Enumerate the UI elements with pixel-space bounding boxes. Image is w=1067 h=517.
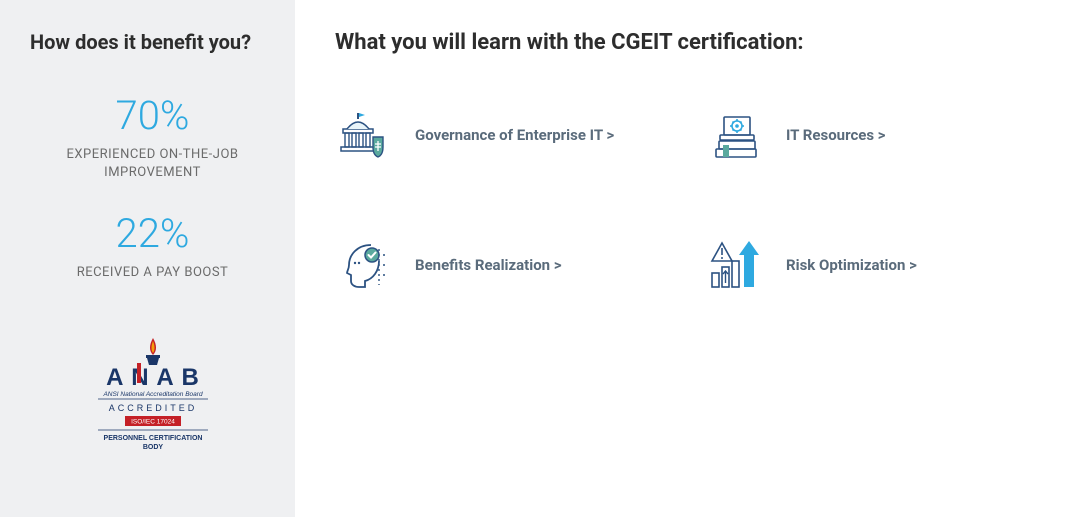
card-benefits[interactable]: Benefits Realization >: [335, 235, 666, 295]
stat-improvement: 70% EXPERIENCED ON-THE-JOB IMPROVEMENT: [30, 94, 275, 182]
svg-text:ACCREDITED: ACCREDITED: [108, 403, 197, 413]
card-label: Benefits Realization >: [415, 256, 562, 274]
svg-text:BODY: BODY: [142, 444, 163, 451]
sidebar-title: How does it benefit you?: [30, 30, 275, 54]
svg-text:ISO/IEC 17024: ISO/IEC 17024: [131, 418, 175, 425]
learn-main: What you will learn with the CGEIT certi…: [295, 0, 1067, 517]
benefits-sidebar: How does it benefit you? 70% EXPERIENCED…: [0, 0, 295, 517]
card-resources[interactable]: IT Resources >: [706, 105, 1037, 165]
resources-icon: [706, 105, 766, 165]
governance-icon: [335, 105, 395, 165]
card-label: IT Resources >: [786, 126, 886, 144]
risk-icon: [706, 235, 766, 295]
stat-value: 22%: [30, 212, 275, 256]
stat-payboost: 22% RECEIVED A PAY BOOST: [30, 212, 275, 282]
anab-logo-block: A N A B ANSI National Accreditation Boar…: [30, 333, 275, 457]
anab-logo-icon: A N A B ANSI National Accreditation Boar…: [83, 333, 223, 453]
cards-grid: Governance of Enterprise IT >: [335, 105, 1037, 295]
benefits-icon: [335, 235, 395, 295]
card-risk[interactable]: Risk Optimization >: [706, 235, 1037, 295]
main-title: What you will learn with the CGEIT certi…: [335, 30, 1037, 55]
card-label: Risk Optimization >: [786, 256, 917, 274]
svg-text:ANSI National Accreditation Bo: ANSI National Accreditation Board: [102, 391, 203, 398]
stat-label: EXPERIENCED ON-THE-JOB IMPROVEMENT: [30, 146, 275, 182]
svg-text:PERSONNEL CERTIFICATION: PERSONNEL CERTIFICATION: [103, 435, 202, 442]
stat-label: RECEIVED A PAY BOOST: [30, 264, 275, 282]
card-label: Governance of Enterprise IT >: [415, 126, 614, 144]
svg-text:A N A B: A N A B: [106, 364, 200, 391]
card-governance[interactable]: Governance of Enterprise IT >: [335, 105, 666, 165]
stat-value: 70%: [30, 94, 275, 138]
